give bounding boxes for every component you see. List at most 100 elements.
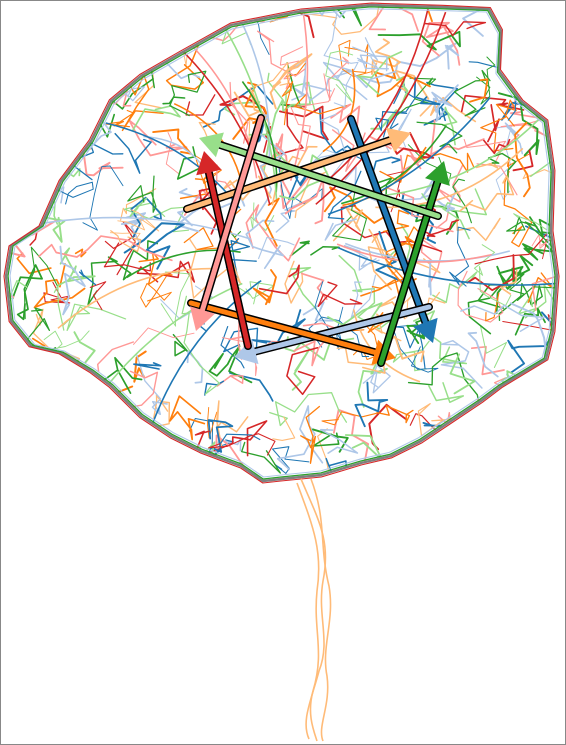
street-segment [440,339,483,389]
street-segment [400,448,451,481]
street-segment [294,92,347,115]
arrow-red [196,151,252,350]
street-segment [368,5,419,32]
street-segment [215,434,246,469]
street-segment [189,238,242,299]
street-segment [443,446,486,481]
street-segment [465,450,509,478]
street-segment [357,50,403,96]
street-segment [321,411,378,426]
street-segment [376,405,414,424]
street-segment [53,285,65,331]
street-segment [35,93,58,109]
boulevard [327,97,491,216]
boundary-ring [4,3,559,483]
street-segment [252,269,277,306]
street-segment [525,188,557,239]
street-network [6,5,557,481]
street-segment [317,281,363,307]
street-segment [489,408,543,417]
street-segment [179,178,209,200]
street-segment [423,450,450,463]
street-segment [278,105,329,141]
tail-route [296,482,320,742]
street-segment [452,178,472,224]
street-segment [169,70,207,117]
street-segment [359,54,390,72]
street-segment [396,77,437,116]
street-segment [136,354,162,415]
street-segment [322,61,397,101]
street-segment [423,21,487,37]
street-segment [286,347,319,396]
arrow-light-green [199,132,442,220]
street-segment [206,420,268,457]
street-segment [504,122,524,155]
street-segment [382,209,410,233]
street-segment [514,121,531,198]
street-segment [350,274,377,319]
street-segment [6,408,50,466]
street-segment [125,400,171,473]
street-segment [332,408,376,481]
street-segment [330,103,361,133]
street-segment [332,207,363,242]
street-segment [57,247,96,287]
street-segment [269,53,313,110]
street-segment [256,30,306,77]
street-segment [310,149,347,178]
street-segment [198,121,216,138]
street-segment [498,254,534,289]
street-segment [216,164,237,197]
street-segment [6,63,37,109]
street-segment [48,437,85,479]
street-segment [377,30,461,51]
street-segment [82,422,109,448]
street-segment [129,197,148,218]
street-segment [506,216,557,261]
street-segment [504,463,519,481]
street-segment [324,218,357,241]
street-segment [460,304,545,333]
street-segment [73,331,96,364]
street-segment [344,434,383,461]
street-segment [46,356,68,387]
arrow-light-orange [183,127,411,213]
street-segment [362,364,391,394]
boulevard [337,246,557,286]
street-segment [536,45,557,102]
boundary-ring [7,6,556,480]
street-segment [505,394,555,443]
street-segment [38,235,173,262]
street-segment [6,6,44,39]
street-segment [310,113,346,165]
street-segment [289,266,317,310]
street-segment [6,396,46,423]
street-segment [120,212,147,242]
street-segment [127,175,157,213]
street-segment [91,417,111,437]
street-segment [521,431,556,474]
street-segment [6,56,36,138]
street-segment [352,37,379,61]
street-segment [421,176,457,212]
street-segment [246,5,270,55]
street-segment [66,440,80,463]
street-segment [132,105,181,131]
street-segment [317,428,329,471]
street-segment [181,295,221,395]
street-segment [476,56,496,105]
street-segment [183,5,202,25]
street-segment [208,345,253,384]
street-segment [387,187,454,233]
boulevard [377,103,554,197]
street-segment [277,152,323,220]
street-segment [169,395,206,441]
street-segment [514,307,546,336]
street-segment [320,428,359,454]
boulevard [340,124,447,205]
street-segment [475,162,499,169]
street-segment [368,135,422,172]
city-boundary [3,2,560,484]
